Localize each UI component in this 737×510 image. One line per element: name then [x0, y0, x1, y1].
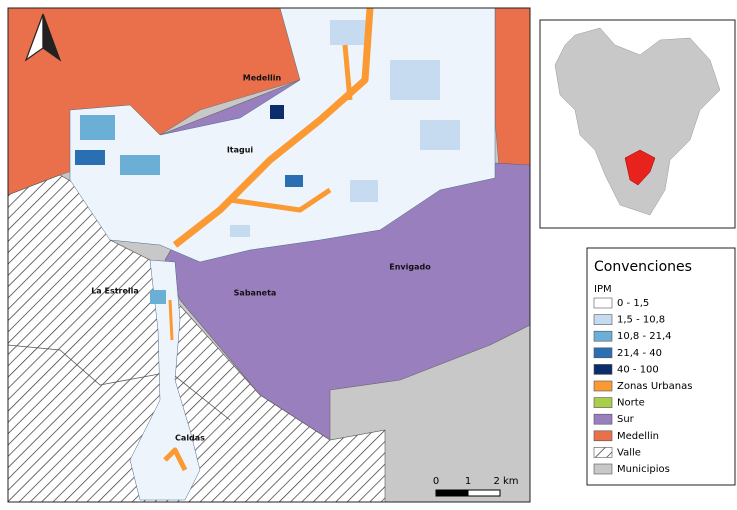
inset-map [539, 19, 736, 229]
legend-swatch [593, 297, 613, 309]
legend-swatch [593, 330, 613, 342]
scale-label: 0 [433, 476, 439, 487]
north-arrow [24, 13, 62, 62]
main-map: Medellin Itagui Envigado Sabaneta La Est… [8, 8, 530, 502]
scale-label: 1 [465, 476, 471, 487]
legend-label: Zonas Urbanas [617, 381, 692, 392]
legend-label: Sur [617, 414, 635, 425]
legend-label: Medellin [617, 431, 659, 442]
urban-fabric [69, 8, 496, 263]
legend-label: Norte [617, 398, 645, 409]
legend-items: 0 - 1,5 1,5 - 10,8 10,8 - 21,4 21,4 - 40 40 … [593, 297, 692, 475]
legend-swatch [593, 463, 613, 475]
legend-swatch [593, 413, 613, 425]
place-label: Medellin [243, 74, 282, 83]
legend-label: 40 - 100 [617, 364, 659, 375]
legend-swatch [593, 447, 613, 458]
legend-label: 21,4 - 40 [617, 348, 662, 359]
legend-label: Valle [617, 447, 641, 458]
legend-swatch [593, 430, 613, 442]
map-frame [7, 7, 531, 503]
legend-title: Convenciones [594, 259, 692, 275]
legend-label: Municipios [617, 464, 670, 475]
place-label: Caldas [175, 434, 205, 443]
legend-swatch [593, 314, 613, 325]
place-label: Envigado [389, 263, 431, 272]
legend-swatch [593, 397, 613, 408]
place-label: Sabaneta [234, 289, 277, 298]
legend-swatch [593, 347, 613, 359]
legend-label: 0 - 1,5 [617, 298, 649, 309]
urban-strip [129, 259, 201, 501]
zonas-urbanas [163, 8, 374, 472]
medellin-area-east [494, 8, 530, 181]
place-label: Itagui [227, 146, 254, 155]
boundary [8, 344, 231, 421]
ipm-patches [75, 20, 460, 304]
place-label: La Estrella [91, 287, 139, 296]
scale-bar: 0 1 2 km [433, 476, 519, 497]
scale-label: 2 km [493, 476, 518, 487]
legend-label: 1,5 - 10,8 [617, 315, 665, 326]
legend-swatch [593, 364, 613, 375]
legend-subtitle: IPM [594, 284, 612, 295]
legend-swatch [593, 380, 613, 392]
legend-label: 10,8 - 21,4 [617, 331, 672, 342]
